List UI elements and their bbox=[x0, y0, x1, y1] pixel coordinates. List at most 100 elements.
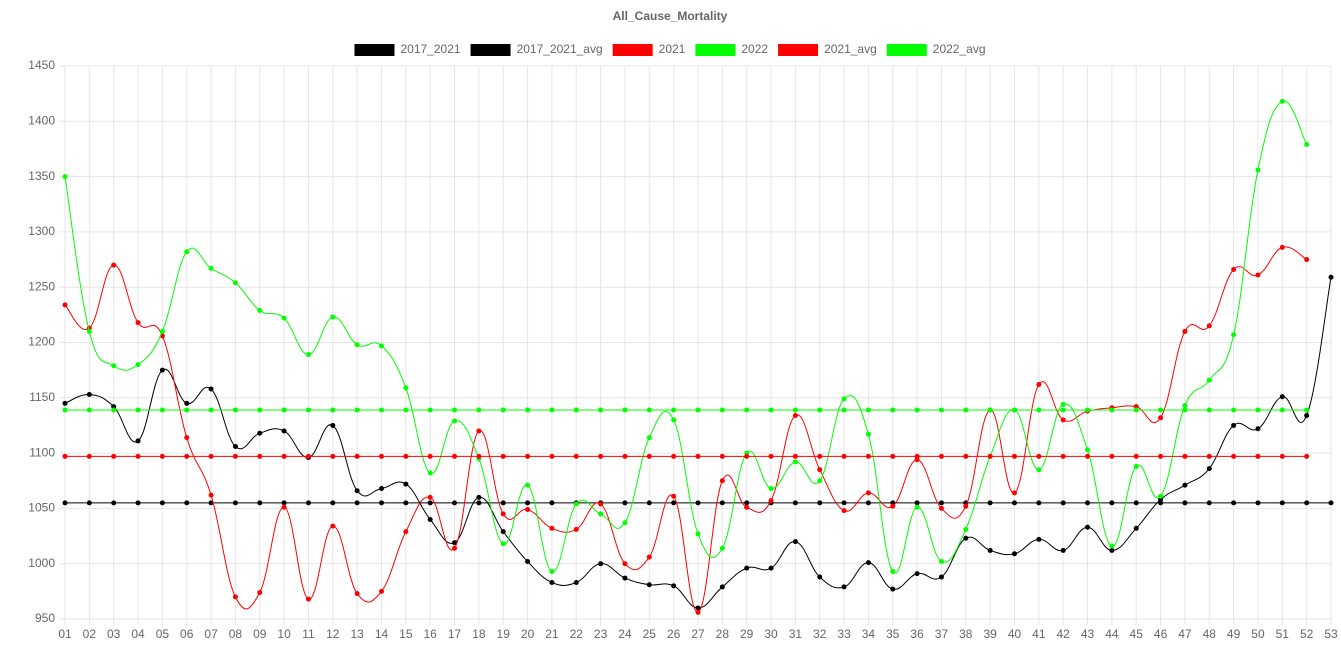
point bbox=[427, 407, 433, 413]
point bbox=[963, 503, 969, 509]
point bbox=[1060, 453, 1066, 459]
point bbox=[768, 453, 774, 459]
point bbox=[281, 428, 287, 434]
point bbox=[1304, 407, 1310, 413]
x-tick-label: 01 bbox=[58, 627, 72, 641]
point bbox=[1304, 500, 1310, 506]
point bbox=[646, 453, 652, 459]
y-tick-label: 1350 bbox=[28, 169, 55, 183]
y-tick-label: 1150 bbox=[29, 390, 55, 404]
point bbox=[622, 575, 628, 581]
x-tick-label: 27 bbox=[691, 627, 705, 641]
point bbox=[305, 596, 311, 602]
point bbox=[1060, 401, 1066, 407]
point bbox=[1085, 500, 1091, 506]
point bbox=[719, 545, 725, 551]
point bbox=[62, 453, 68, 459]
point bbox=[744, 504, 750, 510]
point bbox=[841, 584, 847, 590]
point bbox=[208, 407, 214, 413]
point bbox=[841, 500, 847, 506]
point bbox=[62, 500, 68, 506]
point bbox=[379, 453, 384, 459]
point bbox=[671, 453, 677, 459]
x-tick-label: 19 bbox=[497, 627, 511, 641]
point bbox=[111, 363, 117, 369]
point bbox=[695, 500, 701, 506]
point bbox=[1328, 500, 1334, 506]
point bbox=[622, 453, 628, 459]
x-tick-label: 13 bbox=[350, 627, 364, 641]
point bbox=[305, 352, 311, 358]
point bbox=[938, 558, 944, 564]
point bbox=[1060, 500, 1066, 506]
point bbox=[695, 609, 701, 615]
point bbox=[208, 386, 214, 392]
legend-swatch bbox=[612, 44, 653, 56]
point bbox=[1012, 551, 1017, 557]
point bbox=[890, 407, 896, 413]
x-tick-label: 45 bbox=[1130, 627, 1144, 641]
point bbox=[379, 588, 384, 594]
point bbox=[354, 591, 360, 597]
series bbox=[62, 407, 1310, 413]
point bbox=[817, 574, 823, 580]
point bbox=[135, 362, 141, 368]
point bbox=[1012, 500, 1017, 506]
point bbox=[792, 412, 798, 418]
point bbox=[719, 407, 725, 413]
point bbox=[452, 418, 458, 424]
x-tick-label: 37 bbox=[935, 627, 949, 641]
x-tick-label: 23 bbox=[594, 627, 608, 641]
x-tick-label: 24 bbox=[618, 627, 632, 641]
point bbox=[622, 520, 628, 526]
x-tick-label: 32 bbox=[813, 627, 827, 641]
point bbox=[403, 385, 409, 391]
point bbox=[1182, 500, 1188, 506]
x-tick-label: 14 bbox=[375, 627, 389, 641]
point bbox=[159, 328, 165, 334]
point bbox=[671, 407, 677, 413]
point bbox=[817, 467, 823, 473]
point bbox=[330, 407, 336, 413]
point bbox=[817, 478, 823, 484]
point bbox=[1231, 267, 1237, 273]
point bbox=[914, 453, 920, 459]
point bbox=[330, 523, 336, 529]
point bbox=[427, 453, 433, 459]
point bbox=[914, 571, 920, 577]
point bbox=[1304, 257, 1310, 263]
legend-swatch bbox=[470, 44, 511, 56]
point bbox=[841, 407, 847, 413]
point bbox=[1255, 500, 1261, 506]
point bbox=[598, 511, 604, 517]
point bbox=[1255, 272, 1261, 278]
point bbox=[1182, 328, 1188, 334]
point bbox=[792, 500, 798, 506]
y-tick-label: 1300 bbox=[28, 224, 55, 238]
point bbox=[914, 504, 920, 510]
point bbox=[403, 453, 409, 459]
point bbox=[427, 494, 433, 500]
point bbox=[744, 453, 750, 459]
point bbox=[427, 470, 433, 476]
point bbox=[62, 174, 68, 180]
x-tick-label: 10 bbox=[277, 627, 291, 641]
point bbox=[671, 493, 677, 499]
point bbox=[1279, 500, 1285, 506]
point bbox=[549, 568, 555, 574]
x-tick-label: 17 bbox=[448, 627, 462, 641]
point bbox=[232, 500, 238, 506]
point bbox=[62, 407, 68, 413]
point bbox=[792, 459, 798, 465]
legend-label: 2017_2021 bbox=[400, 42, 460, 56]
y-tick-label: 1250 bbox=[28, 279, 55, 293]
legend-label: 2021 bbox=[659, 42, 686, 56]
point bbox=[86, 407, 92, 413]
point bbox=[232, 407, 238, 413]
point bbox=[525, 453, 531, 459]
point bbox=[865, 500, 871, 506]
point bbox=[379, 343, 384, 349]
point bbox=[1085, 524, 1091, 530]
point bbox=[232, 443, 238, 449]
